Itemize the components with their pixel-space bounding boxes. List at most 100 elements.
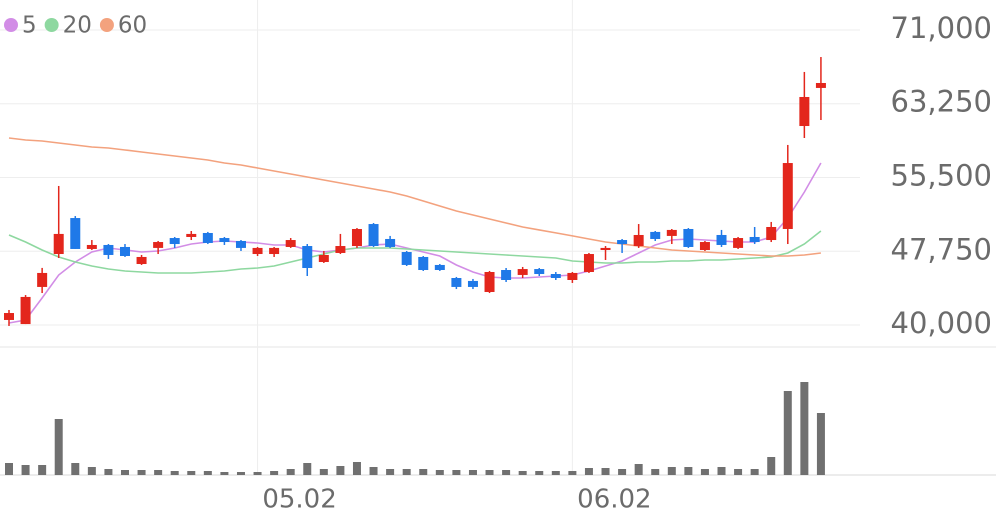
candle-body — [385, 238, 396, 247]
candle-body — [782, 163, 793, 229]
candle-body — [749, 236, 760, 243]
candle-body — [4, 313, 14, 320]
volume-bar — [502, 470, 511, 475]
volume-bar — [783, 391, 792, 475]
candle-body — [683, 228, 694, 247]
volume-bar — [634, 464, 643, 475]
volume-bar — [485, 470, 494, 475]
y-tick-label: 47,750 — [891, 232, 992, 266]
candle-body — [583, 254, 594, 273]
candle-body — [136, 256, 147, 265]
candle-body — [37, 272, 48, 287]
candle-body — [716, 234, 727, 245]
volume-bar — [700, 469, 709, 475]
volume-bar — [369, 467, 378, 475]
volume-bar — [54, 419, 63, 475]
volume-bar — [452, 470, 461, 475]
candle-body — [766, 226, 777, 241]
volume-bar — [800, 382, 809, 475]
candle-body — [534, 269, 545, 275]
legend-label: 20 — [63, 13, 92, 39]
candle-body — [550, 274, 561, 278]
candle-body — [70, 218, 81, 249]
candle-body — [633, 234, 644, 247]
candle-body — [351, 228, 362, 247]
candle-body — [20, 296, 31, 325]
volume-bar — [286, 469, 295, 475]
volume-bar — [303, 463, 312, 475]
volume-bar — [750, 469, 759, 475]
candle-body — [219, 238, 230, 243]
candle-body — [119, 246, 130, 257]
candle-body — [815, 82, 826, 88]
volume-bar — [584, 468, 593, 475]
candle-body — [434, 264, 445, 271]
candle-body — [285, 240, 296, 247]
volume-bar — [203, 471, 212, 475]
candle-body — [368, 224, 379, 247]
candle-body — [186, 233, 197, 237]
volume-bar — [120, 470, 129, 475]
volume-bar — [435, 470, 444, 475]
volume-bar — [336, 466, 345, 475]
volume-bar — [137, 470, 146, 475]
y-tick-label: 40,000 — [891, 306, 992, 340]
volume-bar — [270, 471, 279, 475]
candle-body — [269, 247, 280, 255]
volume-bar — [21, 465, 30, 475]
volume-bar — [518, 471, 527, 475]
y-tick-label: 71,000 — [891, 11, 992, 45]
candle-body — [53, 233, 64, 255]
volume-bar — [618, 469, 627, 475]
legend-swatch — [99, 18, 114, 32]
volume-bar — [187, 471, 196, 475]
candle-body — [567, 272, 578, 280]
candle-body — [799, 96, 810, 127]
legend-swatch — [4, 18, 18, 32]
volume-bar — [253, 472, 262, 475]
volume-bar — [651, 469, 660, 475]
candle-body — [86, 244, 97, 249]
volume-bar — [87, 467, 96, 475]
volume-bar — [386, 469, 395, 475]
x-tick-label: 05.02 — [262, 485, 336, 515]
volume-bar — [468, 470, 477, 475]
volume-bar — [5, 463, 13, 475]
y-tick-label: 55,500 — [891, 159, 992, 193]
ma-line — [8, 230, 822, 274]
volume-bar — [767, 457, 776, 475]
candle-body — [699, 242, 710, 251]
volume-bar — [352, 462, 361, 475]
candle-body — [401, 252, 412, 265]
candle-body — [501, 270, 512, 280]
volume-bar — [568, 471, 577, 475]
x-tick-label: 06.02 — [577, 485, 651, 515]
candle-body — [733, 238, 744, 248]
volume-bar — [38, 465, 47, 475]
volume-bar — [816, 413, 825, 475]
candle-body — [451, 278, 462, 287]
candle-body — [666, 229, 677, 236]
candle-body — [600, 247, 611, 251]
ma-line — [8, 137, 821, 257]
candle-body — [235, 240, 246, 248]
volume-bar — [684, 467, 693, 475]
volume-bar — [419, 469, 428, 475]
volume-bar — [319, 469, 328, 475]
volume-bar — [535, 471, 544, 475]
volume-bar — [402, 469, 411, 475]
candle-body — [617, 240, 628, 245]
candle-body — [335, 246, 346, 253]
volume-bar — [170, 471, 179, 475]
legend-swatch — [44, 18, 59, 32]
volume-bar — [601, 468, 610, 475]
y-tick-label: 63,250 — [891, 85, 992, 119]
volume-bar — [236, 472, 245, 475]
volume-bar — [551, 471, 560, 475]
candle-body — [103, 244, 114, 255]
volume-bar — [104, 469, 113, 475]
candle-body — [153, 242, 164, 248]
candle-body — [252, 247, 263, 255]
